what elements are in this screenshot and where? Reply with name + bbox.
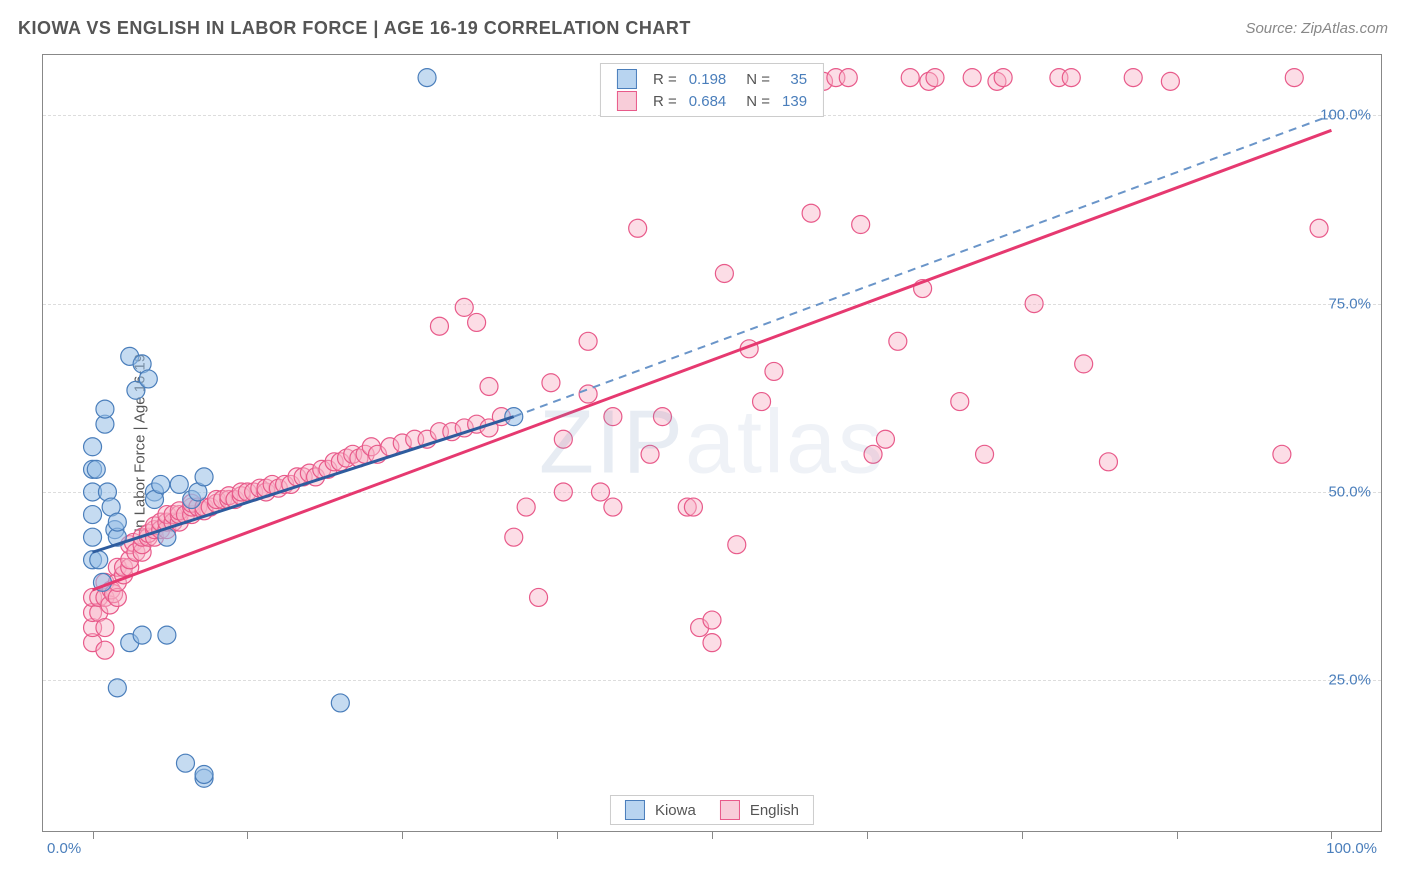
english-point [653,408,671,426]
english-point [994,69,1012,87]
english-point [715,264,733,282]
kiowa-point [176,754,194,772]
english-point [765,362,783,380]
x-tick [712,831,713,839]
english-point [703,611,721,629]
kiowa-point [84,506,102,524]
english-point [728,536,746,554]
kiowa-point [96,400,114,418]
english-point [976,445,994,463]
english-point [951,393,969,411]
legend-stat-row: R =0.684N =139 [611,90,813,112]
legend-item: English [720,800,799,820]
english-point [430,317,448,335]
kiowa-trendline-extrapolated [514,115,1332,416]
english-point [96,641,114,659]
english-point [889,332,907,350]
english-point [864,445,882,463]
english-point [1124,69,1142,87]
english-point [901,69,919,87]
kiowa-point [87,460,105,478]
english-point [1025,295,1043,313]
kiowa-point [84,438,102,456]
english-point [753,393,771,411]
x-tick [867,831,868,839]
english-trendline [93,130,1332,590]
x-axis-max-label: 100.0% [1326,840,1377,857]
english-point [554,483,572,501]
x-tick [402,831,403,839]
english-point [542,374,560,392]
english-point [963,69,981,87]
kiowa-point [108,513,126,531]
x-tick [1022,831,1023,839]
correlation-legend: R =0.198N =35R =0.684N =139 [600,63,824,117]
english-point [684,498,702,516]
x-axis-min-label: 0.0% [47,840,81,857]
english-point [455,298,473,316]
chart-plot-area: In Labor Force | Age 16-19 25.0%50.0%75.… [42,54,1382,832]
kiowa-point [152,475,170,493]
english-point [96,619,114,637]
kiowa-point [170,475,188,493]
english-point [876,430,894,448]
english-point [604,498,622,516]
english-point [703,634,721,652]
english-point [629,219,647,237]
english-point [1075,355,1093,373]
legend-stat-row: R =0.198N =35 [611,68,813,90]
x-tick [247,831,248,839]
chart-title: KIOWA VS ENGLISH IN LABOR FORCE | AGE 16… [18,18,691,39]
english-point [592,483,610,501]
x-tick [93,831,94,839]
english-point [1273,445,1291,463]
english-point [517,498,535,516]
kiowa-point [331,694,349,712]
kiowa-point [195,765,213,783]
kiowa-point [108,679,126,697]
kiowa-point [158,626,176,644]
english-point [530,588,548,606]
english-point [505,528,523,546]
kiowa-point [195,468,213,486]
series-legend: Kiowa English [610,795,814,825]
english-point [554,430,572,448]
x-tick [557,831,558,839]
english-point [1161,72,1179,90]
source-label: Source: ZipAtlas.com [1245,20,1388,37]
english-point [1310,219,1328,237]
legend-item: Kiowa [625,800,696,820]
kiowa-point [139,370,157,388]
english-point [1099,453,1117,471]
english-point [802,204,820,222]
scatter-svg [43,55,1381,831]
english-point [1062,69,1080,87]
english-point [604,408,622,426]
english-point [480,377,498,395]
kiowa-point [84,528,102,546]
kiowa-point [418,69,436,87]
english-point [852,216,870,234]
x-tick [1177,831,1178,839]
english-point [926,69,944,87]
english-point [641,445,659,463]
english-point [468,313,486,331]
x-tick [1331,831,1332,839]
english-point [579,332,597,350]
kiowa-point [133,626,151,644]
english-point [839,69,857,87]
kiowa-point [90,551,108,569]
english-point [1285,69,1303,87]
